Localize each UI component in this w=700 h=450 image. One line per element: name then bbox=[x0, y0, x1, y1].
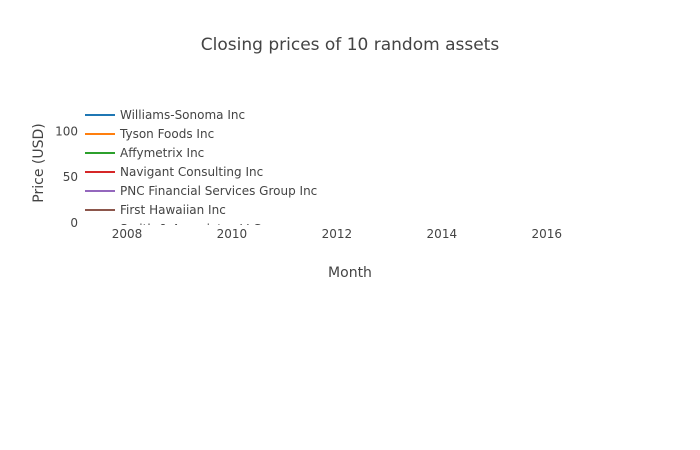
y-tick-label: 0 bbox=[70, 216, 78, 230]
legend-item[interactable]: PNC Financial Services Group Inc bbox=[85, 184, 317, 198]
x-axis-title: Month bbox=[328, 265, 372, 281]
y-tick-label: 100 bbox=[55, 124, 78, 138]
legend-item[interactable]: Williams-Sonoma Inc bbox=[85, 108, 245, 122]
x-tick-label: 2008 bbox=[112, 227, 143, 241]
legend-label: Smith & Associates LLC bbox=[120, 222, 261, 236]
x-tick-label: 2012 bbox=[322, 227, 353, 241]
x-tick-label: 2014 bbox=[427, 227, 458, 241]
y-tick-label: 50 bbox=[63, 170, 78, 184]
chart-title: Closing prices of 10 random assets bbox=[201, 35, 500, 55]
legend-label: Navigant Consulting Inc bbox=[120, 165, 263, 179]
x-tick-label: 2010 bbox=[217, 227, 248, 241]
legend-label: Affymetrix Inc bbox=[120, 146, 204, 160]
legend: Williams-Sonoma Inc Tyson Foods Inc Affyme… bbox=[85, 108, 317, 236]
legend-label: PNC Financial Services Group Inc bbox=[120, 184, 317, 198]
legend-item[interactable]: Affymetrix Inc bbox=[85, 146, 204, 160]
x-axis-ticks: 2008 2010 2012 2014 2016 bbox=[112, 227, 562, 241]
legend-label: Williams-Sonoma Inc bbox=[120, 108, 245, 122]
y-axis-ticks: 0 50 100 bbox=[55, 124, 78, 230]
legend-label: Tyson Foods Inc bbox=[119, 127, 214, 141]
x-tick-label: 2016 bbox=[532, 227, 563, 241]
y-axis-title: Price (USD) bbox=[31, 123, 47, 202]
legend-item[interactable]: Navigant Consulting Inc bbox=[85, 165, 263, 179]
legend-label: First Hawaiian Inc bbox=[120, 203, 226, 217]
legend-item[interactable]: First Hawaiian Inc bbox=[85, 203, 226, 217]
legend-item[interactable]: Tyson Foods Inc bbox=[85, 127, 214, 141]
legend-item[interactable]: Smith & Associates LLC bbox=[85, 222, 261, 236]
